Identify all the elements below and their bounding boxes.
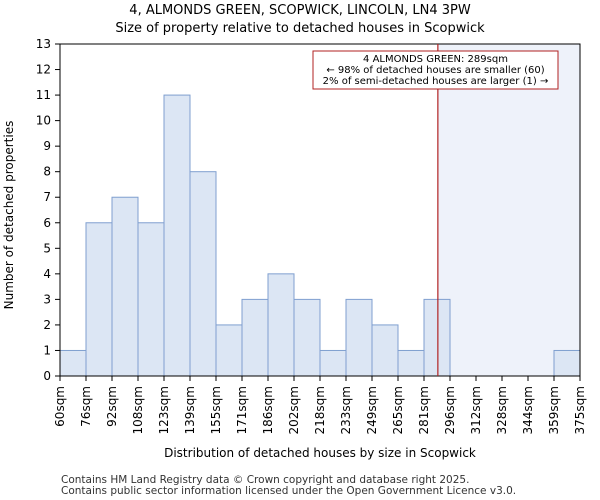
x-tick-label: 139sqm — [183, 386, 197, 434]
larger-region-shade — [437, 44, 580, 376]
x-tick-label: 186sqm — [261, 386, 275, 434]
histogram-bar — [137, 222, 165, 377]
histogram-bar — [111, 196, 139, 377]
y-tick-label: 5 — [43, 241, 51, 255]
annotation-box: 4 ALMONDS GREEN: 289sqm ← 98% of detache… — [312, 50, 559, 90]
histogram-bar — [345, 298, 373, 377]
histogram-bar — [397, 349, 425, 377]
histogram-bar — [189, 171, 217, 377]
x-tick-label: 92sqm — [105, 386, 119, 427]
histogram-bar — [319, 349, 347, 377]
x-tick-label: 312sqm — [469, 386, 483, 434]
x-tick-label: 249sqm — [365, 386, 379, 434]
annotation-line-3: 2% of semi-detached houses are larger (1… — [323, 76, 549, 87]
x-tick-label: 202sqm — [287, 386, 301, 434]
y-tick-label: 13 — [36, 37, 51, 51]
histogram-bar — [215, 324, 243, 377]
x-tick-label: 375sqm — [573, 386, 587, 434]
x-tick-label: 108sqm — [131, 386, 145, 434]
histogram-bar — [85, 222, 113, 377]
x-tick-label: 123sqm — [157, 386, 171, 434]
annotation-line-2: ← 98% of detached houses are smaller (60… — [326, 65, 544, 76]
x-tick-label: 155sqm — [209, 386, 223, 434]
y-tick-label: 2 — [43, 318, 51, 332]
annotation-border — [312, 50, 559, 90]
histogram-bar — [423, 298, 451, 377]
y-tick-label: 6 — [43, 216, 51, 230]
x-axis-label: Distribution of detached houses by size … — [164, 446, 476, 460]
y-tick-label: 3 — [43, 292, 51, 306]
y-tick-label: 1 — [43, 343, 51, 357]
y-axis-label: Number of detached properties — [2, 121, 16, 310]
x-tick-label: 359sqm — [547, 386, 561, 434]
y-tick-label: 8 — [43, 165, 51, 179]
y-tick-label: 0 — [43, 369, 51, 383]
x-tick-label: 344sqm — [521, 386, 535, 434]
y-tick-label: 11 — [36, 88, 51, 102]
chart-subtitle: Size of property relative to detached ho… — [115, 21, 485, 36]
y-tick-label: 4 — [43, 267, 51, 281]
footer-line-2: Contains public sector information licen… — [61, 485, 517, 497]
x-tick-label: 171sqm — [235, 386, 249, 434]
histogram-bar — [163, 94, 191, 377]
y-tick-label: 10 — [36, 114, 51, 128]
y-tick-label: 9 — [43, 139, 51, 153]
y-tick-label: 12 — [36, 63, 51, 77]
y-tick-label: 7 — [43, 190, 51, 204]
annotation-line-1: 4 ALMONDS GREEN: 289sqm — [363, 54, 508, 65]
x-tick-label: 265sqm — [391, 386, 405, 434]
histogram-bar — [293, 298, 321, 377]
histogram-bar — [267, 273, 295, 377]
x-tick-label: 218sqm — [313, 386, 327, 434]
histogram-bar — [59, 349, 87, 377]
histogram-bar — [553, 349, 581, 377]
histogram-bar — [241, 298, 269, 377]
chart-title: 4, ALMONDS GREEN, SCOPWICK, LINCOLN, LN4… — [129, 3, 471, 18]
x-tick-label: 328sqm — [495, 386, 509, 434]
x-tick-label: 233sqm — [339, 386, 353, 434]
x-tick-label: 76sqm — [79, 386, 93, 427]
footer-line-1: Contains HM Land Registry data © Crown c… — [61, 474, 470, 486]
histogram-bar — [371, 324, 399, 377]
x-tick-label: 281sqm — [417, 386, 431, 434]
x-tick-label: 60sqm — [53, 386, 67, 427]
x-tick-label: 296sqm — [443, 386, 457, 434]
